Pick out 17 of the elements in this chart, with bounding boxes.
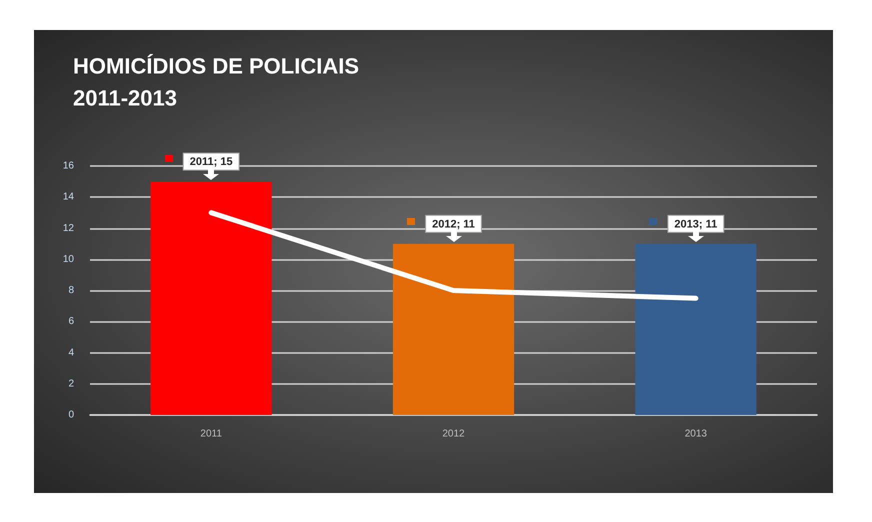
data-label: 2013; 11: [674, 218, 718, 230]
chart-title: HOMICÍDIOS DE POLICIAIS: [73, 54, 360, 78]
x-tick-label: 2011: [200, 428, 222, 440]
y-tick-label: 8: [68, 285, 74, 296]
y-tick-label: 2: [68, 378, 74, 390]
y-tick-label: 12: [62, 222, 74, 234]
data-label: 2011; 15: [190, 156, 233, 168]
y-tick-label: 14: [62, 192, 74, 203]
y-tick-label: 10: [62, 254, 74, 265]
x-tick-label: 2012: [442, 428, 466, 440]
x-tick-label: 2013: [684, 428, 708, 440]
y-tick-label: 4: [68, 347, 74, 358]
y-tick-label: 16: [62, 160, 74, 172]
y-tick-label: 6: [68, 316, 74, 328]
data-label: 2012; 11: [432, 218, 475, 230]
chart-subtitle: 2011-2013: [73, 86, 177, 110]
y-tick-label: 0: [68, 410, 74, 420]
